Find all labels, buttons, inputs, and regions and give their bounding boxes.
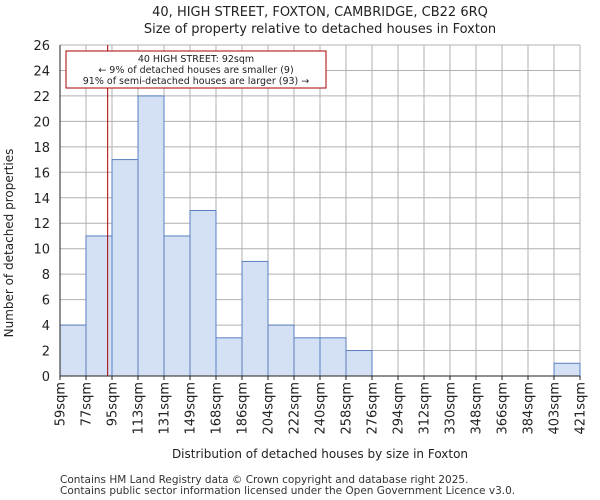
x-tick-label: 312sqm <box>418 382 433 435</box>
y-tick-label: 4 <box>42 319 50 334</box>
histogram-bar <box>345 350 373 377</box>
histogram-bar <box>319 337 347 377</box>
y-axis-label: Number of detached properties <box>2 149 16 338</box>
x-tick-label: 421sqm <box>574 382 589 435</box>
chart-title-line1: 40, HIGH STREET, FOXTON, CAMBRIDGE, CB22… <box>152 5 488 20</box>
x-tick-label: 131sqm <box>158 382 173 435</box>
axis-layer <box>59 45 581 380</box>
footer-line1: Contains HM Land Registry data © Crown c… <box>60 474 469 486</box>
histogram-bar <box>59 324 87 377</box>
y-tick-label: 0 <box>42 370 50 385</box>
y-tick-label: 2 <box>42 345 50 360</box>
histogram-bar <box>267 324 295 377</box>
y-tick-label: 22 <box>33 90 50 105</box>
histogram-bar <box>189 210 217 377</box>
y-tick-label: 10 <box>33 243 50 258</box>
x-tick-label: 366sqm <box>496 382 511 435</box>
x-tick-label: 384sqm <box>522 382 537 435</box>
histogram-bar <box>241 260 269 377</box>
x-tick-label: 204sqm <box>262 382 277 435</box>
x-tick-label: 168sqm <box>210 382 225 435</box>
x-axis-label: Distribution of detached houses by size … <box>172 447 468 461</box>
histogram-bar <box>215 337 243 377</box>
annotation-line3: 91% of semi-detached houses are larger (… <box>83 76 310 87</box>
y-tick-label: 26 <box>33 39 50 54</box>
y-tick-label: 8 <box>42 268 50 283</box>
y-tick-label: 6 <box>42 294 50 309</box>
histogram-bar <box>163 235 191 377</box>
x-tick-label: 330sqm <box>444 382 459 435</box>
chart-title-line2: Size of property relative to detached ho… <box>143 22 497 37</box>
x-tick-label: 95sqm <box>106 382 121 426</box>
y-tick-label: 24 <box>33 64 50 79</box>
x-tick-label: 294sqm <box>392 382 407 435</box>
annotation-line2: ← 9% of detached houses are smaller (9) <box>98 65 293 76</box>
x-tick-label: 240sqm <box>314 382 329 435</box>
x-tick-label: 222sqm <box>288 382 303 435</box>
y-tick-label: 18 <box>33 141 50 156</box>
annotation-line1: 40 HIGH STREET: 92sqm <box>138 54 254 65</box>
x-tick-label: 403sqm <box>548 382 563 435</box>
x-tick-label: 276sqm <box>366 382 381 435</box>
y-tick-label: 12 <box>33 217 50 232</box>
histogram-bar <box>293 337 321 377</box>
y-tick-label: 20 <box>33 115 50 130</box>
x-tick-label: 59sqm <box>54 382 69 426</box>
y-tick-label: 16 <box>33 166 50 181</box>
x-tick-label: 113sqm <box>132 382 147 435</box>
x-tick-label: 258sqm <box>340 382 355 435</box>
x-tick-label: 149sqm <box>184 382 199 435</box>
x-tick-label: 348sqm <box>470 382 485 435</box>
histogram-bar <box>137 95 165 377</box>
annotation-box <box>65 50 327 89</box>
histogram-bar <box>111 159 139 377</box>
histogram-bar <box>553 362 581 377</box>
y-tick-label: 14 <box>33 192 50 207</box>
x-tick-label: 186sqm <box>236 382 251 435</box>
footer-line2: Contains public sector information licen… <box>60 485 516 497</box>
x-tick-label: 77sqm <box>80 382 95 426</box>
